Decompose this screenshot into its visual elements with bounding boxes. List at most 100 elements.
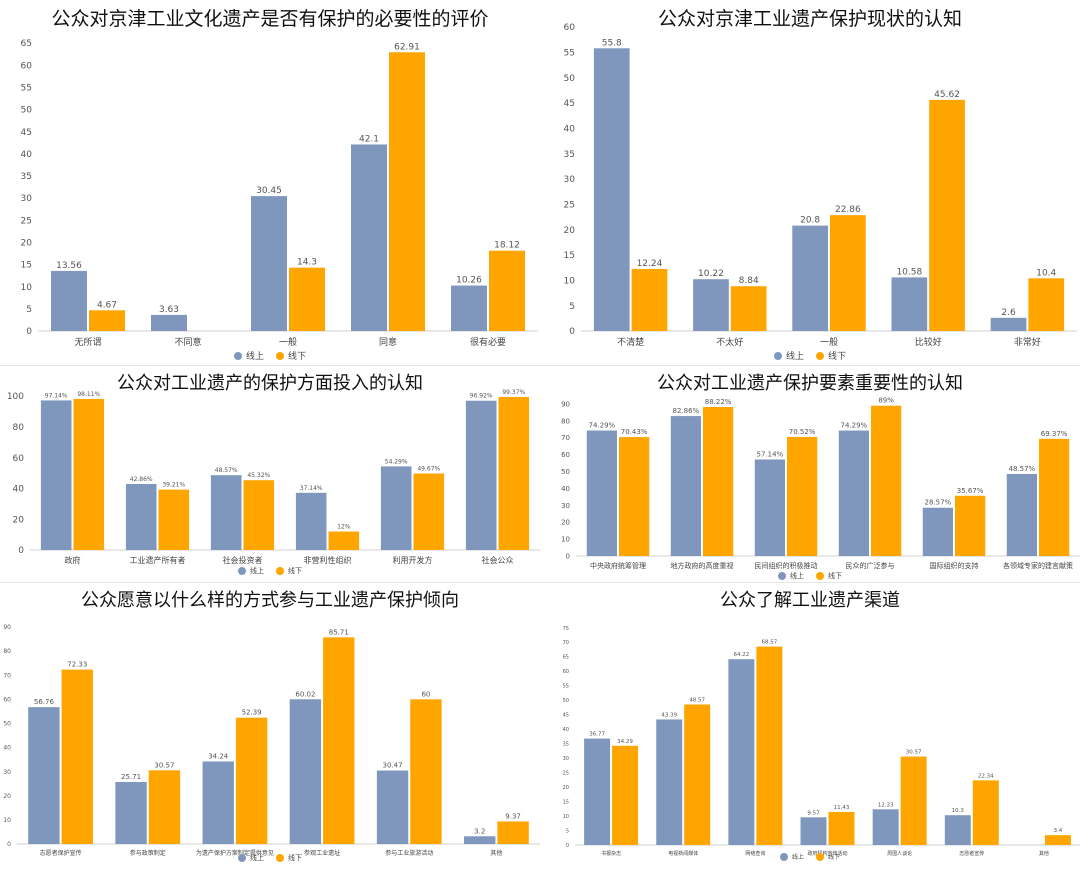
y-tick-label: 35	[21, 172, 32, 182]
bar-offline	[243, 480, 275, 550]
data-label: 18.12	[494, 241, 520, 251]
bar-online	[593, 48, 630, 331]
legend-marker	[779, 852, 788, 861]
bar-online	[1006, 473, 1037, 556]
legend-item: 线下	[276, 349, 306, 362]
y-tick-label: 0	[7, 841, 11, 848]
y-tick-label: 45	[564, 99, 575, 109]
bar-online	[464, 836, 496, 844]
x-tick-label: 民众的广泛参与	[846, 561, 895, 570]
bar-offline	[972, 780, 999, 845]
bar-online	[115, 782, 147, 844]
data-label: 62.91	[394, 42, 420, 52]
bar-online	[754, 459, 785, 556]
bar-offline	[328, 531, 360, 550]
y-tick-label: 50	[3, 721, 11, 728]
legend-label: 线下	[828, 854, 841, 861]
data-label: 3.2	[474, 827, 485, 835]
y-tick-label: 20	[13, 515, 25, 525]
y-tick-label: 55	[563, 684, 569, 690]
bar-online	[792, 225, 828, 331]
chart-title: 公众对京津工业文化遗产是否有保护的必要性的评价	[51, 8, 489, 30]
data-label: 99.37%	[502, 389, 525, 396]
row-separator-2	[0, 582, 1080, 583]
x-tick-label: 其他	[490, 849, 502, 857]
data-label: 42.86%	[130, 476, 153, 483]
y-tick-label: 20	[3, 793, 11, 800]
bar-offline	[756, 646, 783, 845]
chart-legend: 线上 线下	[540, 349, 1080, 362]
data-label: 10.26	[456, 276, 482, 286]
legend-label: 线下	[288, 567, 302, 575]
y-tick-label: 55	[21, 83, 32, 93]
bar-offline	[631, 268, 668, 331]
x-tick-label: 为遗产保护方案制定提供意见	[196, 849, 274, 857]
bar-offline	[929, 99, 965, 331]
data-label: 10.4	[1036, 268, 1056, 278]
bar-offline	[1044, 835, 1071, 845]
data-label: 52.39	[242, 709, 262, 717]
legend-label: 线下	[288, 854, 302, 862]
x-tick-label: 参与工业旅游活动	[385, 849, 433, 857]
data-label: 70.52%	[789, 428, 816, 436]
y-tick-label: 5	[566, 828, 569, 834]
data-label: 25.71	[121, 773, 141, 781]
x-tick-label: 一般	[279, 336, 297, 348]
data-label: 11.43	[834, 805, 850, 811]
bar-offline	[871, 405, 902, 556]
data-label: 88.22%	[705, 398, 732, 406]
data-label: 45.32%	[247, 472, 270, 479]
y-tick-label: 10	[564, 276, 576, 286]
data-label: 14.3	[297, 258, 317, 268]
data-label: 48.57	[689, 697, 705, 703]
y-tick-label: 60	[3, 696, 11, 703]
bar-online	[693, 279, 729, 331]
bar-online	[891, 277, 928, 331]
bar-chart-svg: 0 5 10 15 20 25 30 35 40 45 50 55 60 65 无所谓 13.56 4.67 不同…	[21, 39, 538, 348]
bar-online	[728, 659, 755, 845]
bar-chart-svg: 0 10 20 30 40 50 60 70 80 90 志愿者保护宣传 56.76 72.33 参与政策…	[3, 624, 540, 857]
bar-offline	[1028, 278, 1065, 331]
y-tick-label: 40	[13, 485, 25, 495]
bar-offline	[89, 310, 125, 331]
data-label: 22.86	[835, 205, 861, 215]
bar-offline	[73, 398, 105, 550]
bar-chart-svg: 0 5 10 15 20 25 30 35 40 45 50 55 60 不清楚 55.8 12.24 不太好 1…	[564, 23, 1077, 348]
data-label: 28.57%	[925, 499, 952, 507]
legend-marker	[276, 567, 284, 575]
bar-online	[40, 400, 72, 550]
y-tick-label: 65	[21, 39, 32, 49]
y-tick-label: 20	[564, 226, 576, 236]
y-tick-label: 50	[561, 468, 570, 476]
y-tick-label: 10	[561, 536, 570, 544]
y-tick-label: 90	[561, 400, 570, 408]
data-label: 57.14%	[757, 450, 784, 458]
y-tick-label: 50	[563, 698, 569, 704]
x-tick-label: 国际组织的支持	[930, 561, 979, 570]
legend-marker	[816, 351, 824, 360]
bar-offline	[497, 821, 529, 844]
data-label: 45.62	[934, 90, 960, 100]
data-label: 69.37%	[1041, 430, 1068, 438]
data-label: 64.22	[733, 652, 749, 658]
chart-1: 公众对京津工业文化遗产是否有保护的必要性的评价 0 5 10 15 20 25 30 35 40 4…	[0, 0, 540, 365]
bar-offline	[389, 52, 425, 331]
x-tick-label: 书报杂志	[601, 850, 621, 857]
x-tick-label: 非常好	[1014, 336, 1041, 348]
y-tick-label: 60	[563, 669, 569, 675]
chart-title: 公众对京津工业遗产保护现状的认知	[657, 8, 962, 30]
bar-offline	[730, 286, 767, 331]
y-tick-label: 0	[26, 327, 32, 337]
chart-3: 公众对工业遗产的保护方面投入的认知 0 20 40 60 80 100 政府 97.14% 98.…	[0, 366, 540, 582]
y-tick-label: 20	[563, 785, 569, 791]
y-tick-label: 80	[13, 423, 25, 433]
bar-chart-svg: 0 5 10 15 20 25 30 35 40 45 50 55 60 65 70 75 书报杂志 36.77 3…	[563, 626, 1080, 857]
data-label: 48.57%	[215, 467, 238, 474]
y-tick-label: 40	[21, 150, 33, 160]
legend-marker	[778, 572, 786, 580]
y-tick-label: 70	[563, 640, 569, 646]
bar-offline	[148, 770, 181, 844]
data-label: 10.22	[698, 269, 724, 279]
data-label: 3.63	[159, 305, 179, 315]
x-tick-label: 参观工业遗址	[304, 849, 340, 857]
